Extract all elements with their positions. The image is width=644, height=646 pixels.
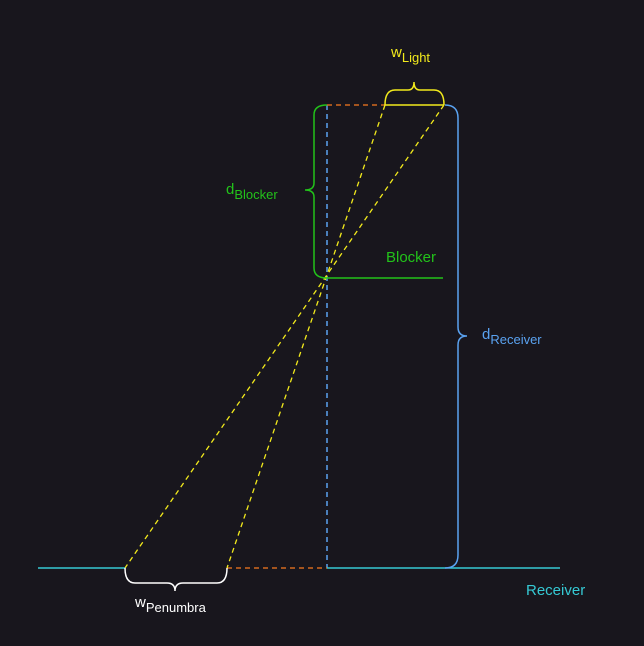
- receiver-label: Receiver: [526, 582, 585, 599]
- light-ray-outer: [124, 104, 445, 569]
- d-receiver-label: dReceiver: [482, 326, 542, 347]
- w-penumbra-label: wPenumbra: [134, 594, 207, 615]
- light-ray-inner: [226, 104, 386, 569]
- w-penumbra-brace: [124, 567, 228, 592]
- d-blocker-label: dBlocker: [226, 181, 278, 202]
- blocker-label: Blocker: [386, 249, 436, 266]
- w-light-label: wLight: [390, 44, 430, 65]
- d-receiver-brace: [444, 104, 468, 569]
- w-light-brace: [384, 81, 445, 106]
- d-blocker-brace: [304, 104, 328, 279]
